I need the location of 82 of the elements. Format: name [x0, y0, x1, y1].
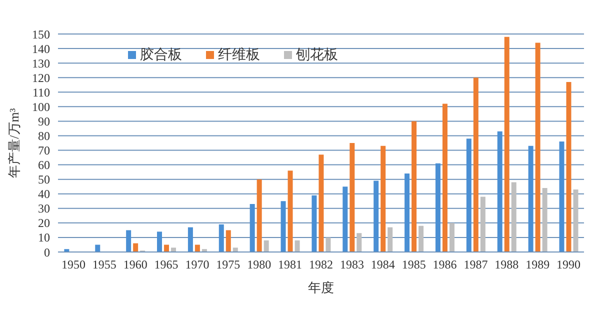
x-tick-label: 1950	[61, 258, 86, 272]
y-tick-label: 90	[38, 114, 50, 128]
x-tick-label: 1983	[340, 258, 364, 272]
y-tick-label: 70	[38, 144, 50, 158]
x-tick-label: 1988	[494, 258, 519, 272]
bar	[559, 142, 564, 252]
bar	[412, 121, 417, 252]
y-tick-label: 10	[38, 230, 50, 245]
bar	[288, 170, 293, 252]
bar	[374, 180, 379, 252]
y-tick-label: 50	[38, 172, 50, 187]
y-tick-label: 30	[38, 202, 50, 216]
x-tick-label: 1982	[309, 258, 333, 272]
bar	[573, 190, 578, 252]
y-tick-label: 20	[38, 216, 50, 230]
x-tick-label: 1965	[154, 258, 178, 272]
y-axis-title: 年产量/万m³	[6, 108, 22, 178]
bar	[380, 146, 386, 252]
bar	[218, 224, 224, 252]
legend-label: 胶合板	[140, 48, 182, 63]
bar	[442, 104, 448, 252]
bar	[388, 227, 393, 252]
bar	[504, 36, 510, 252]
bar	[95, 244, 100, 252]
bar	[312, 195, 317, 252]
bar	[188, 227, 193, 252]
y-tick-label: 110	[32, 85, 50, 100]
y-tick-label: 120	[32, 70, 50, 85]
bar	[356, 233, 362, 252]
bar	[256, 179, 262, 252]
bar	[466, 138, 472, 252]
x-tick-label: 1989	[526, 258, 550, 272]
bar	[528, 146, 534, 252]
bar	[326, 237, 331, 252]
bar	[194, 244, 200, 252]
x-tick-label: 1955	[92, 258, 116, 272]
x-tick-label: 1986	[432, 258, 457, 272]
bar	[449, 222, 454, 252]
bar	[350, 143, 355, 252]
x-tick-label: 1985	[402, 258, 426, 272]
bar	[535, 42, 540, 252]
bar	[418, 226, 424, 252]
bar	[480, 196, 486, 252]
y-tick-label: 130	[32, 56, 50, 70]
bar	[318, 154, 324, 252]
bar	[157, 232, 162, 252]
bar	[294, 240, 300, 252]
x-tick-label: 1987	[464, 258, 488, 272]
bar	[497, 131, 502, 252]
y-tick-label: 100	[32, 100, 50, 114]
bar	[342, 186, 348, 252]
bar	[435, 163, 440, 252]
bar	[542, 188, 548, 252]
bar	[404, 174, 410, 252]
y-tick-label: 0	[44, 245, 50, 260]
y-tick-label: 140	[32, 42, 50, 56]
legend-label: 刨花板	[296, 48, 338, 63]
y-tick-label: 80	[38, 128, 50, 143]
x-tick-label: 1984	[370, 258, 395, 272]
x-tick-label: 1970	[185, 258, 210, 272]
bar	[250, 204, 255, 252]
bar	[566, 82, 572, 252]
bar	[264, 240, 269, 252]
bar	[133, 243, 138, 252]
legend-label: 纤维板	[218, 48, 260, 63]
y-tick-label: 60	[38, 158, 50, 172]
x-axis-title: 年度	[308, 280, 334, 295]
bar	[164, 244, 170, 252]
y-tick-label: 40	[38, 187, 50, 202]
x-tick-label: 1980	[247, 258, 272, 272]
x-tick-label: 1981	[278, 258, 302, 272]
bar	[232, 248, 238, 252]
bar	[126, 230, 132, 252]
bar	[226, 230, 231, 252]
bar	[511, 182, 516, 252]
x-tick-label: 1990	[556, 258, 581, 272]
bar	[473, 78, 478, 252]
bar	[280, 201, 286, 252]
x-tick-label: 1975	[216, 258, 240, 272]
bar	[171, 248, 176, 252]
y-tick-label: 150	[32, 27, 50, 42]
x-tick-label: 1960	[123, 258, 148, 272]
